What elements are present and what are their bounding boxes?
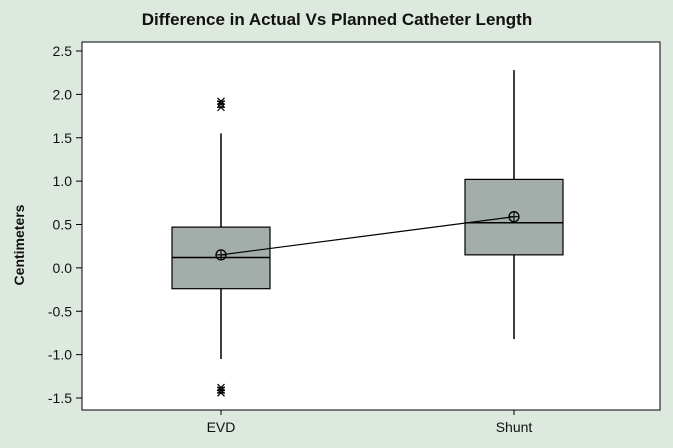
- outlier-point: [217, 388, 225, 397]
- y-axis-label: Centimeters: [11, 204, 27, 285]
- x-tick-label: Shunt: [496, 419, 533, 435]
- outlier-point: [217, 103, 225, 112]
- plot-area: [81, 41, 661, 411]
- y-tick-label: 0.5: [53, 217, 73, 233]
- y-tick-label: 0.0: [53, 260, 73, 276]
- mean-connector: [215, 211, 520, 261]
- mean-marker: [508, 211, 520, 223]
- x-tick-label: EVD: [207, 419, 236, 435]
- chart-title: Difference in Actual Vs Planned Catheter…: [142, 10, 532, 29]
- y-tick-label: 1.5: [53, 130, 73, 146]
- box-evd: [171, 97, 271, 397]
- y-tick-label: 2.5: [53, 43, 73, 59]
- y-tick-label: 2.0: [53, 86, 73, 102]
- mean-marker: [215, 249, 227, 261]
- y-tick-label: 1.0: [53, 173, 73, 189]
- y-tick-label: -1.5: [48, 390, 72, 406]
- x-axis: EVD Shunt: [207, 410, 533, 435]
- y-tick-label: -0.5: [48, 303, 72, 319]
- y-axis: 2.5 2.0 1.5 1.0 0.5 0.0 -0.5 -1.0 -1.5: [48, 43, 82, 406]
- mean-connect-line: [220, 216, 515, 256]
- y-tick-label: -1.0: [48, 347, 72, 363]
